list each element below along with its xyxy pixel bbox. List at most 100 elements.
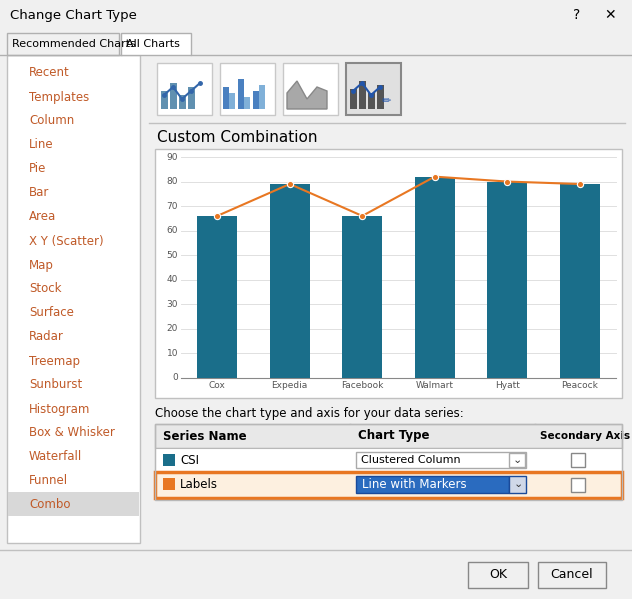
- Text: Templates: Templates: [29, 90, 89, 104]
- Text: Pie: Pie: [29, 162, 46, 176]
- Text: ⌄: ⌄: [513, 455, 521, 465]
- Text: Radar: Radar: [29, 331, 64, 343]
- Text: Box & Whisker: Box & Whisker: [29, 426, 115, 440]
- Text: Custom Combination: Custom Combination: [157, 131, 317, 146]
- Text: ⌄: ⌄: [513, 479, 523, 489]
- Text: Chart Type: Chart Type: [358, 429, 430, 443]
- Bar: [238, 79, 244, 109]
- Bar: [346, 63, 401, 115]
- Bar: [377, 85, 384, 109]
- Text: Facebook: Facebook: [341, 381, 384, 390]
- Bar: [163, 454, 175, 466]
- Bar: [155, 448, 622, 472]
- Text: Funnel: Funnel: [29, 474, 68, 488]
- Bar: [350, 89, 357, 109]
- Text: Change Chart Type: Change Chart Type: [10, 8, 137, 22]
- Bar: [560, 184, 600, 378]
- Bar: [155, 472, 622, 498]
- Text: X Y (Scatter): X Y (Scatter): [29, 234, 104, 247]
- Bar: [121, 33, 191, 55]
- Bar: [0, 0, 632, 30]
- Bar: [356, 476, 509, 493]
- Bar: [7, 55, 140, 543]
- Text: Area: Area: [29, 210, 56, 223]
- Text: Sunburst: Sunburst: [29, 379, 82, 392]
- Text: 40: 40: [167, 276, 178, 285]
- Bar: [170, 83, 177, 109]
- Text: ?: ?: [573, 8, 581, 22]
- Text: Column: Column: [29, 114, 74, 128]
- Bar: [7, 33, 119, 55]
- Text: 30: 30: [166, 300, 178, 309]
- Bar: [155, 149, 622, 398]
- Bar: [356, 452, 526, 468]
- Text: Line with Markers: Line with Markers: [362, 477, 466, 491]
- Bar: [571, 478, 585, 492]
- Bar: [468, 562, 528, 588]
- Bar: [509, 476, 526, 493]
- Text: All Charts: All Charts: [126, 39, 180, 49]
- Bar: [161, 91, 168, 109]
- Bar: [509, 453, 525, 467]
- Bar: [157, 63, 212, 115]
- Text: OK: OK: [489, 568, 507, 582]
- Text: Stock: Stock: [29, 283, 61, 295]
- Text: Cox: Cox: [209, 381, 226, 390]
- Text: Recommended Charts: Recommended Charts: [12, 39, 136, 49]
- Text: Cancel: Cancel: [550, 568, 593, 582]
- Bar: [229, 93, 235, 109]
- Text: Expedia: Expedia: [272, 381, 308, 390]
- Text: ✕: ✕: [604, 8, 616, 22]
- Bar: [155, 424, 622, 500]
- Bar: [220, 63, 275, 115]
- Text: Treemap: Treemap: [29, 355, 80, 368]
- Text: ✏: ✏: [382, 96, 391, 106]
- Text: Waterfall: Waterfall: [29, 450, 82, 464]
- Bar: [223, 87, 229, 109]
- Text: Peacock: Peacock: [561, 381, 598, 390]
- Text: 50: 50: [166, 251, 178, 260]
- Bar: [179, 95, 186, 109]
- Bar: [270, 184, 310, 378]
- Bar: [155, 424, 622, 448]
- Bar: [487, 181, 527, 378]
- Text: 90: 90: [166, 153, 178, 162]
- Bar: [359, 81, 366, 109]
- Bar: [8, 492, 139, 516]
- Text: Clustered Column: Clustered Column: [361, 455, 461, 465]
- Bar: [538, 562, 606, 588]
- Bar: [259, 85, 265, 109]
- Bar: [253, 91, 259, 109]
- Bar: [415, 177, 454, 378]
- Text: 0: 0: [173, 374, 178, 383]
- Bar: [188, 87, 195, 109]
- Bar: [163, 478, 175, 490]
- Bar: [368, 93, 375, 109]
- Text: Bar: Bar: [29, 186, 49, 199]
- Text: 80: 80: [166, 177, 178, 186]
- Text: Secondary Axis: Secondary Axis: [540, 431, 630, 441]
- Text: Map: Map: [29, 259, 54, 271]
- Bar: [147, 55, 627, 543]
- Text: Surface: Surface: [29, 307, 74, 319]
- Bar: [283, 63, 338, 115]
- Text: Recent: Recent: [29, 66, 70, 80]
- Bar: [343, 216, 382, 378]
- Text: 10: 10: [166, 349, 178, 358]
- Text: Series Name: Series Name: [163, 429, 246, 443]
- Bar: [244, 97, 250, 109]
- Text: Choose the chart type and axis for your data series:: Choose the chart type and axis for your …: [155, 407, 464, 420]
- Text: CSI: CSI: [180, 453, 199, 467]
- Text: Histogram: Histogram: [29, 403, 90, 416]
- Bar: [0, 550, 632, 599]
- Text: Line: Line: [29, 138, 54, 152]
- Bar: [571, 453, 585, 467]
- Bar: [197, 216, 237, 378]
- Text: 70: 70: [166, 202, 178, 211]
- Text: Combo: Combo: [29, 498, 71, 512]
- Text: Walmart: Walmart: [416, 381, 454, 390]
- Text: Hyatt: Hyatt: [495, 381, 520, 390]
- Text: 60: 60: [166, 226, 178, 235]
- Text: Labels: Labels: [180, 479, 218, 492]
- Polygon shape: [287, 81, 327, 109]
